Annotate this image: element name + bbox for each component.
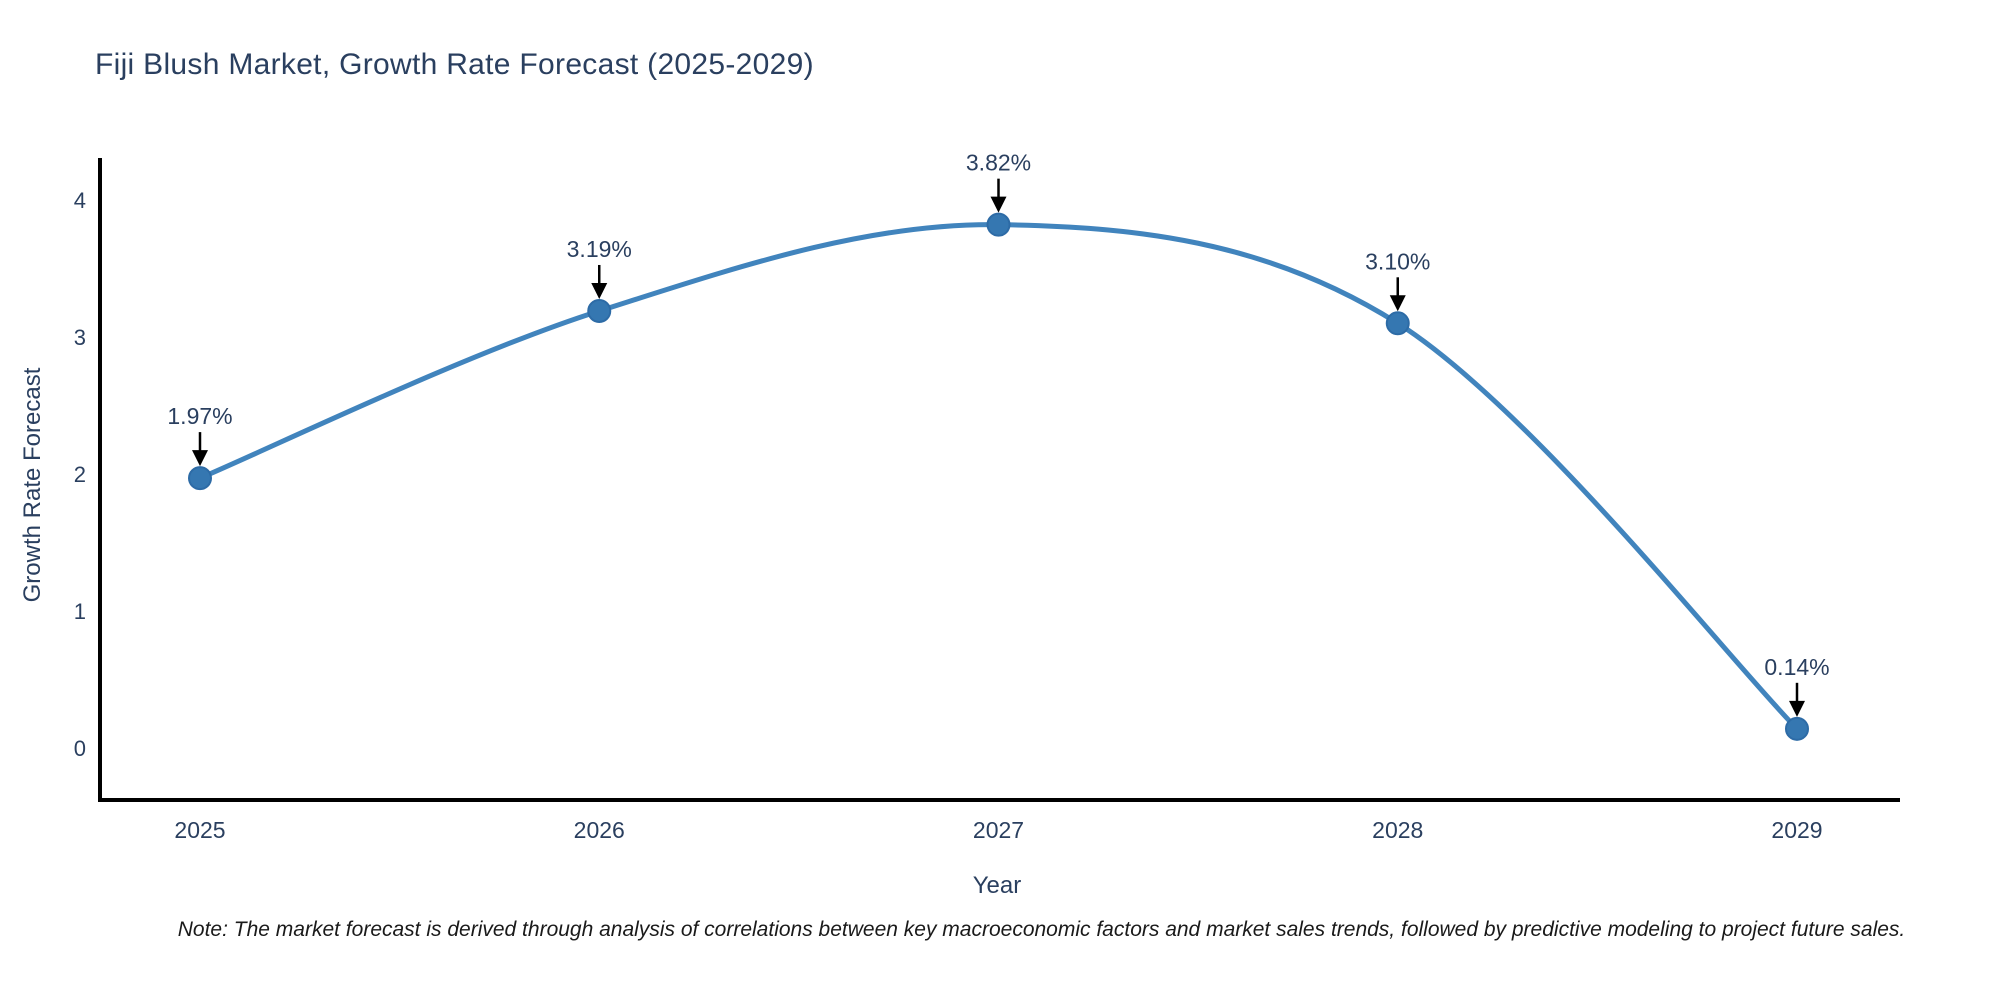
- forecast-line: [197, 222, 1800, 732]
- annotation-label-2026: 3.19%: [567, 236, 632, 262]
- data-point-2026[interactable]: [587, 298, 612, 323]
- data-point-2025[interactable]: [188, 466, 212, 491]
- y-tick-label-2: 2: [74, 462, 86, 487]
- annotation-label-2028: 3.10%: [1365, 248, 1430, 274]
- annotation-arrowhead-2027: [990, 196, 1007, 213]
- y-tick-label-4: 4: [74, 188, 86, 213]
- data-point-2027[interactable]: [986, 212, 1011, 237]
- annotation-arrowhead-2025: [192, 450, 208, 467]
- chart-title: Fiji Blush Market, Growth Rate Forecast …: [95, 48, 814, 81]
- annotation-arrowhead-2029: [1789, 700, 1805, 717]
- x-tick-label-2025: 2025: [174, 817, 225, 843]
- y-tick-label-0: 0: [74, 736, 86, 761]
- data-point-2029[interactable]: [1785, 716, 1809, 741]
- y-tick-label-3: 3: [74, 325, 86, 350]
- annotation-label-2029: 0.14%: [1764, 654, 1829, 680]
- y-axis-title: Growth Rate Forecast: [19, 367, 46, 603]
- x-tick-label-2028: 2028: [1372, 817, 1423, 843]
- footnote: Note: The market forecast is derived thr…: [177, 918, 1906, 941]
- y-tick-label-1: 1: [74, 599, 86, 624]
- x-tick-label-2029: 2029: [1771, 817, 1822, 843]
- annotation-arrowhead-2028: [1389, 295, 1406, 312]
- x-tick-label-2026: 2026: [574, 817, 625, 843]
- x-axis-title: Year: [972, 872, 1022, 899]
- data-point-2028[interactable]: [1385, 311, 1410, 336]
- annotation-label-2027: 3.82%: [966, 150, 1031, 176]
- annotation-arrowhead-2026: [591, 282, 608, 299]
- x-tick-label-2027: 2027: [973, 817, 1024, 843]
- annotation-label-2025: 1.97%: [167, 403, 232, 429]
